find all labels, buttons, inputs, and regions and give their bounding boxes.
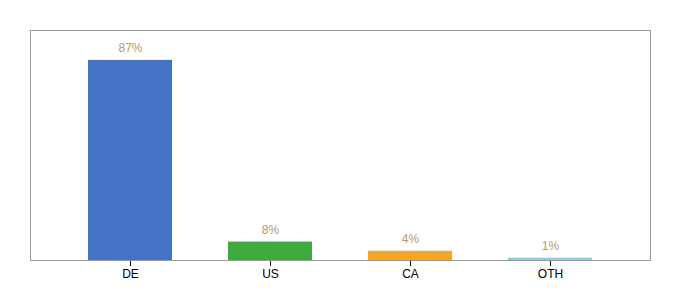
svg-text:US: US <box>262 267 279 281</box>
svg-text:CA: CA <box>402 267 419 281</box>
svg-text:1%: 1% <box>542 239 560 253</box>
svg-text:8%: 8% <box>262 223 280 237</box>
svg-text:OTH: OTH <box>538 267 563 281</box>
svg-text:87%: 87% <box>118 41 142 55</box>
svg-text:4%: 4% <box>402 232 420 246</box>
svg-text:DE: DE <box>122 267 139 281</box>
